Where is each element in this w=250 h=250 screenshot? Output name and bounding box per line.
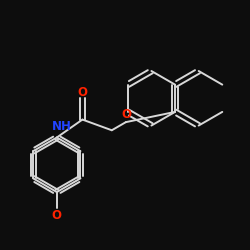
Text: O: O xyxy=(52,209,62,222)
Text: O: O xyxy=(122,108,132,121)
Text: NH: NH xyxy=(52,120,72,133)
Text: O: O xyxy=(78,86,88,99)
